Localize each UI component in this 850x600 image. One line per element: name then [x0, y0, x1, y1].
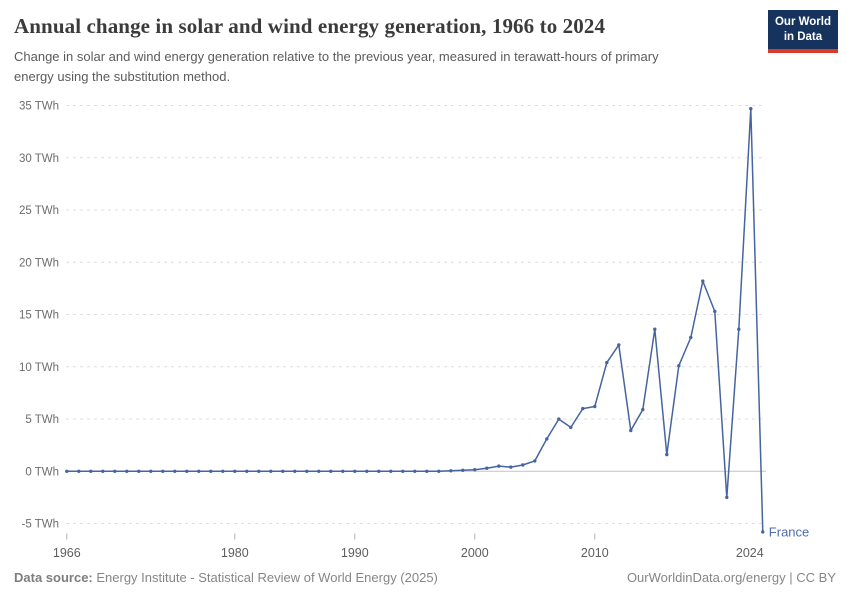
- x-tick-label: 2010: [581, 546, 609, 560]
- data-point: [281, 469, 285, 473]
- data-point: [461, 468, 465, 472]
- owid-logo-line2: in Data: [783, 30, 823, 43]
- data-point: [425, 469, 429, 473]
- x-tick-label: 2024: [736, 546, 764, 560]
- data-line: [66, 107, 764, 533]
- data-point: [629, 428, 633, 433]
- data-point: [125, 469, 129, 473]
- data-point: [641, 407, 645, 412]
- data-point: [173, 469, 177, 473]
- chart-subtitle: Change in solar and wind energy generati…: [14, 49, 659, 84]
- data-point: [209, 469, 213, 473]
- data-point: [329, 469, 333, 473]
- data-point: [137, 469, 141, 473]
- owid-logo-line1: Our World: [774, 16, 831, 28]
- data-point: [605, 360, 609, 365]
- data-point: [653, 327, 657, 331]
- data-point: [401, 469, 405, 473]
- data-point: [569, 425, 573, 430]
- y-tick-label: 10 TWh: [19, 362, 59, 374]
- data-source-text: Energy Institute - Statistical Review of…: [92, 570, 438, 585]
- x-tick-label: 2000: [461, 546, 489, 560]
- data-point: [725, 495, 729, 500]
- license-credit: OurWorldinData.org/energy | CC BY: [626, 570, 836, 585]
- y-tick-label: 20 TWh: [19, 257, 59, 269]
- data-point: [557, 417, 561, 421]
- data-point: [617, 343, 621, 347]
- data-point: [65, 469, 69, 473]
- y-tick-label: 5 TWh: [25, 414, 59, 426]
- x-tick-label: 1966: [53, 546, 81, 560]
- data-point: [101, 469, 105, 473]
- data-point: [77, 469, 81, 473]
- data-point: [365, 469, 369, 473]
- data-point: [701, 279, 705, 283]
- x-tick-label: 1980: [221, 546, 249, 560]
- data-point: [245, 469, 249, 473]
- data-point: [161, 469, 165, 473]
- data-point: [197, 469, 201, 473]
- data-point: [449, 469, 453, 473]
- owid-logo: Our World in Data: [767, 10, 838, 53]
- data-point: [485, 466, 489, 470]
- data-point: [737, 327, 741, 331]
- data-point: [593, 404, 597, 409]
- data-point: [377, 469, 381, 473]
- data-point: [761, 530, 765, 534]
- data-point: [341, 469, 345, 473]
- data-point: [389, 469, 393, 473]
- data-point: [305, 469, 309, 473]
- data-point: [233, 469, 237, 473]
- data-point: [689, 335, 693, 340]
- data-point: [353, 469, 357, 473]
- data-point: [269, 469, 273, 473]
- data-point: [677, 364, 681, 368]
- data-source: Data source: Energy Institute - Statisti…: [14, 570, 438, 585]
- data-point: [293, 469, 297, 473]
- data-point: [521, 463, 525, 467]
- data-point: [257, 469, 261, 473]
- data-point: [413, 469, 417, 473]
- data-point: [545, 437, 549, 441]
- y-tick-label: 35 TWh: [19, 101, 59, 113]
- chart-footer: Data source: Energy Institute - Statisti…: [14, 570, 836, 586]
- data-source-label: Data source:: [14, 570, 93, 585]
- y-tick-label: 30 TWh: [19, 153, 59, 165]
- data-point: [221, 469, 225, 473]
- data-point: [89, 469, 93, 473]
- data-point: [473, 468, 477, 472]
- data-point: [509, 465, 513, 469]
- data-point: [533, 459, 537, 463]
- data-point: [185, 469, 189, 473]
- data-point: [749, 107, 753, 111]
- data-point: [113, 469, 117, 473]
- y-tick-label: 25 TWh: [19, 205, 59, 217]
- y-tick-label: 0 TWh: [25, 466, 59, 478]
- data-point: [665, 452, 669, 457]
- data-point: [149, 469, 153, 473]
- data-point: [713, 309, 717, 314]
- y-tick-label: 15 TWh: [19, 310, 59, 322]
- x-tick-label: 1990: [341, 546, 369, 560]
- chart-header: Annual change in solar and wind energy g…: [14, 14, 754, 86]
- y-tick-label: -5 TWh: [22, 519, 60, 531]
- data-point: [497, 464, 501, 468]
- data-point: [437, 469, 441, 473]
- data-point: [317, 469, 321, 473]
- chart-title: Annual change in solar and wind energy g…: [14, 14, 606, 38]
- entity-label: France: [769, 524, 809, 539]
- data-point: [581, 406, 585, 411]
